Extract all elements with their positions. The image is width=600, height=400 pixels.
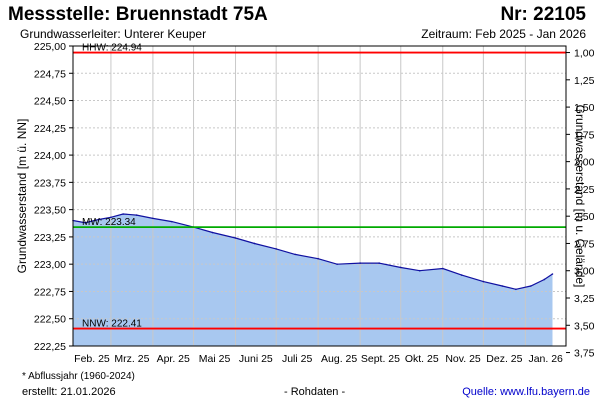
x-tick-label: Jan. 26 [528,353,563,365]
x-tick-label: Okt. 25 [405,353,439,365]
x-tick-label: Sept. 25 [361,353,400,365]
y-tick-label-right: 3,00 [574,266,595,278]
series-area [73,214,553,346]
x-tick-label: Apr. 25 [157,353,190,365]
created-date: erstellt: 21.01.2026 [22,386,116,398]
y-tick-label-right: 2,50 [574,211,595,223]
y-axis-title-right: Grundwasserstand [m u. Gelände] [573,105,587,288]
data-point [336,263,338,265]
raw-data-note: - Rohdaten - [284,386,346,398]
station-title: Messstelle: Bruennstadt 75A [8,4,268,25]
y-tick-label-right: 1,50 [574,102,595,114]
x-tick-label: Feb. 25 [74,353,110,365]
data-point [122,213,124,215]
data-point [501,285,504,287]
hhw-label: HHW: 224.94 [82,43,142,54]
nnw-label: NNW: 222.41 [82,319,142,330]
aquifer-label: Grundwasserleiter: Unterer Keuper [20,27,207,41]
data-point [234,237,237,239]
y-tick-label-right: 1,00 [574,48,595,60]
y-axis-title-left: Grundwasserstand [m ü. NN] [15,119,29,274]
mw-label: MW: 223.34 [82,217,136,228]
y-tick-label-left: 224,75 [34,68,66,80]
y-tick-label-right: 3,75 [574,348,595,360]
data-point [317,257,319,260]
x-tick-label: Aug. 25 [321,353,357,365]
data-point [418,269,421,272]
data-point [515,288,517,291]
y-tick-label-left: 222,75 [34,286,66,298]
footnote: * Abflussjahr (1960-2024) [22,371,135,382]
data-point [97,218,100,221]
data-point [253,242,256,245]
x-tick-label: Mrz. 25 [114,353,149,365]
y-tick-label-right: 2,75 [574,238,595,250]
x-tick-label: Mai 25 [199,353,231,365]
data-point [378,262,380,264]
data-point [529,285,532,287]
y-tick-label-left: 222,25 [34,341,66,353]
y-tick-label-left: 223,25 [34,232,66,244]
station-number: Nr: 22105 [500,4,586,25]
x-tick-label: Juni 25 [239,353,273,365]
data-point [110,216,112,219]
data-point [275,248,277,250]
y-tick-label-right: 3,25 [574,293,595,305]
data-point [152,217,154,220]
source-link[interactable]: Quelle: www.lfu.bayern.de [462,386,590,398]
y-tick-label-right: 1,75 [574,129,595,141]
x-tick-label: Juli 25 [282,353,313,365]
y-tick-label-right: 2,25 [574,184,595,196]
y-tick-label-left: 222,50 [34,314,66,326]
series-line [72,213,553,290]
data-point [482,280,485,283]
y-tick-label-right: 2,00 [574,157,595,169]
x-tick-label: Dez. 25 [486,353,522,365]
y-tick-label-left: 223,75 [34,177,66,189]
y-tick-label-left: 224,25 [34,123,66,135]
y-tick-label-left: 224,00 [34,150,66,162]
data-point [171,220,173,223]
y-tick-label-right: 3,50 [574,320,595,332]
y-tick-label-left: 224,50 [34,96,66,108]
y-tick-label-left: 225,00 [34,41,66,53]
period-label: Zeitraum: Feb 2025 - Jan 2026 [421,27,586,41]
y-tick-label-left: 223,50 [34,205,66,217]
data-point [135,214,138,216]
x-tick-label: Nov. 25 [445,353,481,365]
data-point [359,262,361,264]
data-point [84,221,86,224]
y-tick-label-left: 223,00 [34,259,66,271]
data-point [543,278,546,281]
data-point [460,274,463,276]
data-point [294,253,296,256]
data-point [211,231,214,234]
y-tick-label-right: 1,25 [574,75,595,87]
data-point [551,273,554,275]
plot-frame [72,45,567,347]
data-point [441,267,444,270]
data-point [399,266,402,269]
